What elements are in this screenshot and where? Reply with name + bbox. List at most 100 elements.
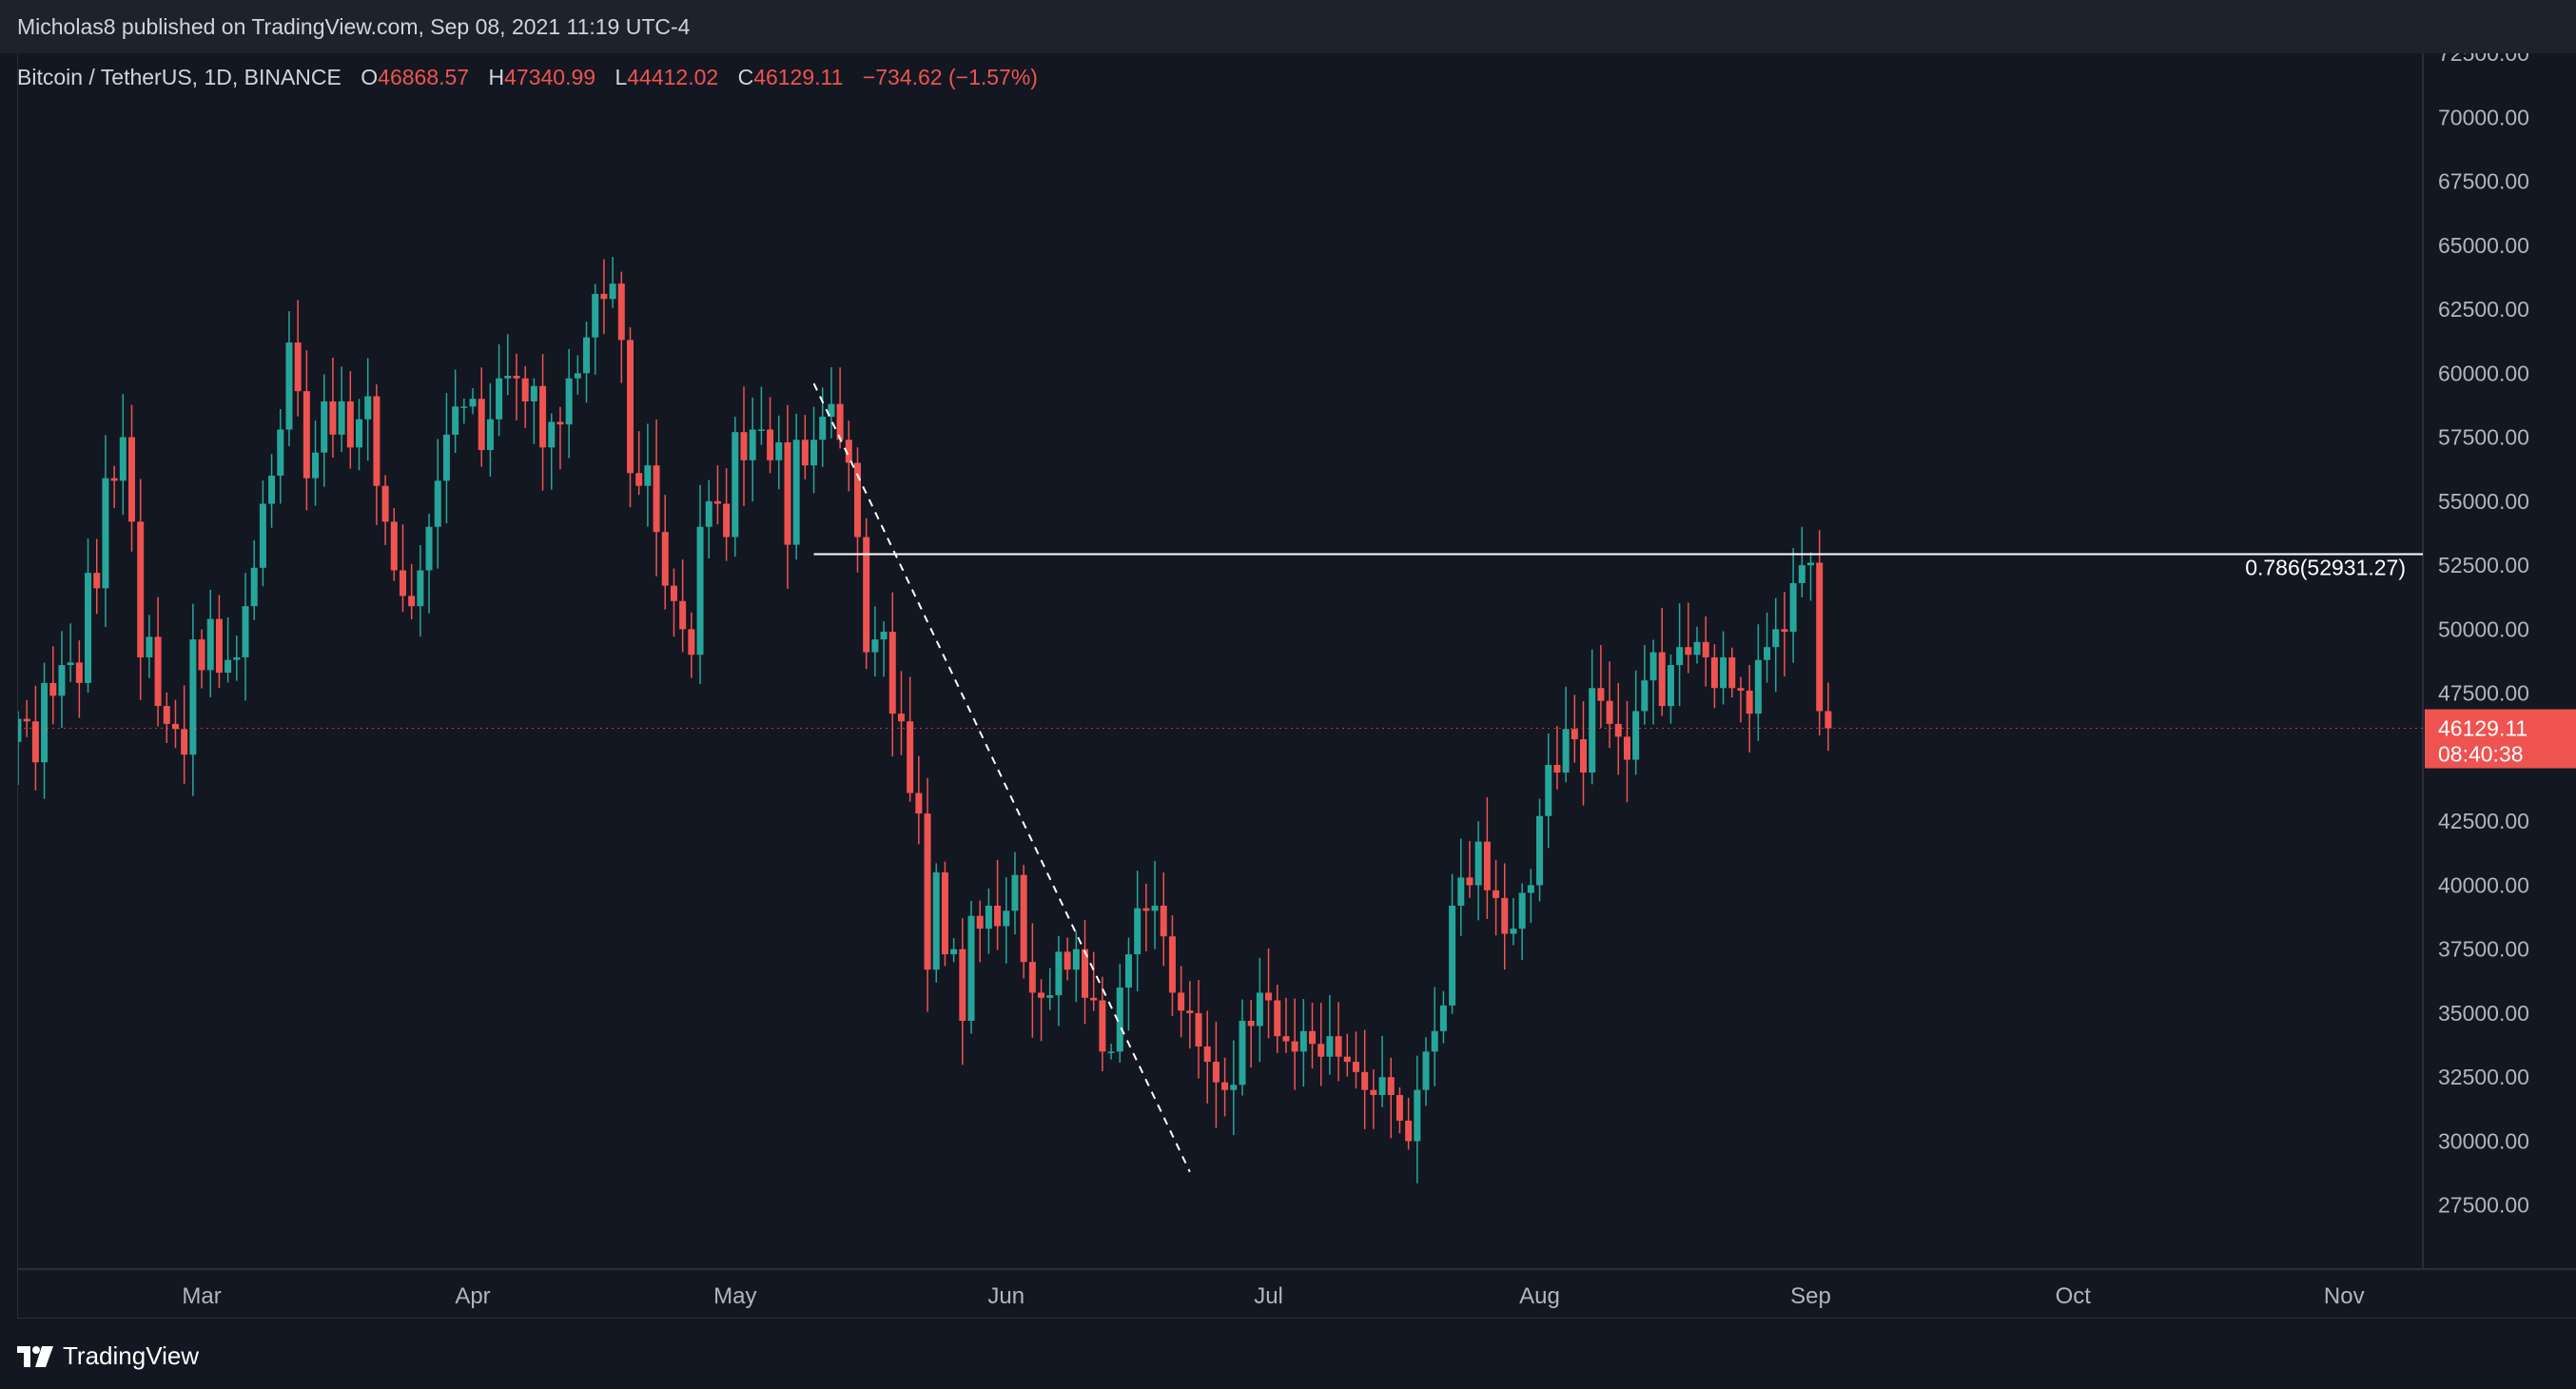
candle-body	[539, 385, 547, 448]
candle-body	[312, 452, 320, 479]
candle-body	[1816, 562, 1824, 712]
candle-body	[705, 500, 712, 527]
candle-body	[1378, 1077, 1386, 1096]
candle-body	[1405, 1120, 1413, 1142]
candle-body	[775, 441, 783, 460]
candle-body	[1798, 565, 1805, 583]
candle-body	[1282, 1036, 1290, 1042]
candle-body	[486, 419, 494, 451]
candle-body	[1335, 1036, 1342, 1057]
candle-body	[277, 429, 284, 476]
candle-body	[381, 485, 389, 522]
candle-body	[801, 440, 809, 466]
candle-body	[1439, 1005, 1447, 1031]
candle-body	[1597, 688, 1605, 701]
candle-body	[373, 396, 381, 486]
symbol-title[interactable]: Bitcoin / TetherUS, 1D, BINANCE	[17, 65, 342, 89]
candle-body	[1431, 1030, 1438, 1052]
candle-body	[950, 949, 958, 955]
candle-body	[1693, 641, 1701, 655]
candle-body	[75, 662, 83, 683]
candle-body	[1746, 690, 1753, 714]
candle-body	[31, 721, 39, 763]
candle-body	[688, 629, 695, 655]
chart-area[interactable]: 27500.00 30000.00 32500.00 35000.00 37500.00…	[17, 53, 2576, 1319]
x-tick-label: Jun	[987, 1283, 1025, 1309]
x-tick-label: Jul	[1254, 1283, 1283, 1309]
x-tick-label: Oct	[2056, 1283, 2092, 1309]
x-tick-label: Aug	[1519, 1283, 1560, 1309]
y-tick-label: 67500.00	[2438, 169, 2529, 194]
candle-body	[1387, 1077, 1395, 1096]
candle-body	[932, 871, 940, 970]
candle-body	[1728, 656, 1736, 689]
candle-body	[626, 340, 634, 474]
price-chart[interactable]: 27500.00 30000.00 32500.00 35000.00 37500.00…	[18, 53, 2576, 1319]
candle-body	[1789, 582, 1797, 633]
candle-body	[128, 437, 136, 522]
tradingview-logo[interactable]: TradingView	[17, 1341, 199, 1371]
candle-body	[713, 500, 721, 504]
candle-body	[1571, 729, 1578, 740]
current-price-badge	[2425, 709, 2576, 769]
candle-body	[749, 429, 756, 460]
candle-body	[915, 792, 923, 814]
candle-body	[1072, 949, 1080, 970]
candle-body	[1474, 841, 1482, 886]
x-tick-label: Sep	[1790, 1283, 1831, 1309]
y-tick-label: 32500.00	[2438, 1065, 2529, 1089]
candle-body	[110, 478, 118, 481]
candle-body	[1309, 1030, 1317, 1045]
candle-body	[1518, 892, 1526, 929]
candle-body	[941, 871, 948, 955]
candle-body	[1649, 652, 1657, 681]
candle-body	[1676, 647, 1684, 666]
high-label: H	[488, 65, 505, 89]
candle-body	[1082, 949, 1089, 998]
candle-body	[592, 293, 599, 338]
candle-body	[1658, 652, 1666, 707]
candle-body	[1414, 1089, 1421, 1142]
candle-body	[1536, 815, 1544, 886]
candle-body	[163, 706, 170, 724]
candle-body	[1020, 874, 1027, 963]
candle-body	[1352, 1062, 1359, 1072]
candle-body	[452, 406, 459, 435]
current-price-value: 46129.11	[2438, 716, 2527, 741]
candle-body	[644, 465, 652, 486]
candle-body	[1702, 641, 1709, 657]
candle-body	[198, 639, 205, 671]
candle-body	[661, 532, 669, 586]
candle-body	[58, 665, 66, 696]
candle-body	[1168, 936, 1176, 993]
candle-body	[390, 521, 398, 571]
open-label: O	[361, 65, 379, 89]
x-tick-label: Apr	[455, 1283, 490, 1309]
y-tick-label: 27500.00	[2438, 1193, 2529, 1218]
candle-body	[1038, 992, 1045, 998]
candle-body	[1457, 877, 1465, 906]
candle-body	[23, 718, 30, 722]
close-value: 46129.11	[753, 65, 844, 89]
y-tick-label: 42500.00	[2438, 809, 2529, 833]
candle-body	[408, 596, 416, 607]
high-value: 47340.99	[504, 65, 596, 89]
candle-body	[792, 440, 800, 545]
candle-body	[1553, 764, 1561, 773]
candle-body	[1186, 1010, 1194, 1013]
y-tick-label: 35000.00	[2438, 1001, 2529, 1026]
candle-body	[1685, 647, 1692, 655]
tradingview-brand: TradingView	[63, 1341, 200, 1370]
candle-body	[696, 526, 704, 655]
candle-body	[1579, 739, 1587, 773]
dashed-trendline	[812, 382, 1191, 1173]
x-tick-label: Nov	[2324, 1283, 2365, 1309]
low-value: 44412.02	[627, 65, 719, 89]
candle-body	[1754, 659, 1762, 714]
candle-body	[1466, 877, 1473, 886]
candle-body	[215, 618, 223, 674]
candle-body	[49, 682, 57, 696]
candle-body	[181, 729, 188, 755]
candle-body	[478, 399, 485, 451]
candle-body	[1623, 736, 1630, 760]
